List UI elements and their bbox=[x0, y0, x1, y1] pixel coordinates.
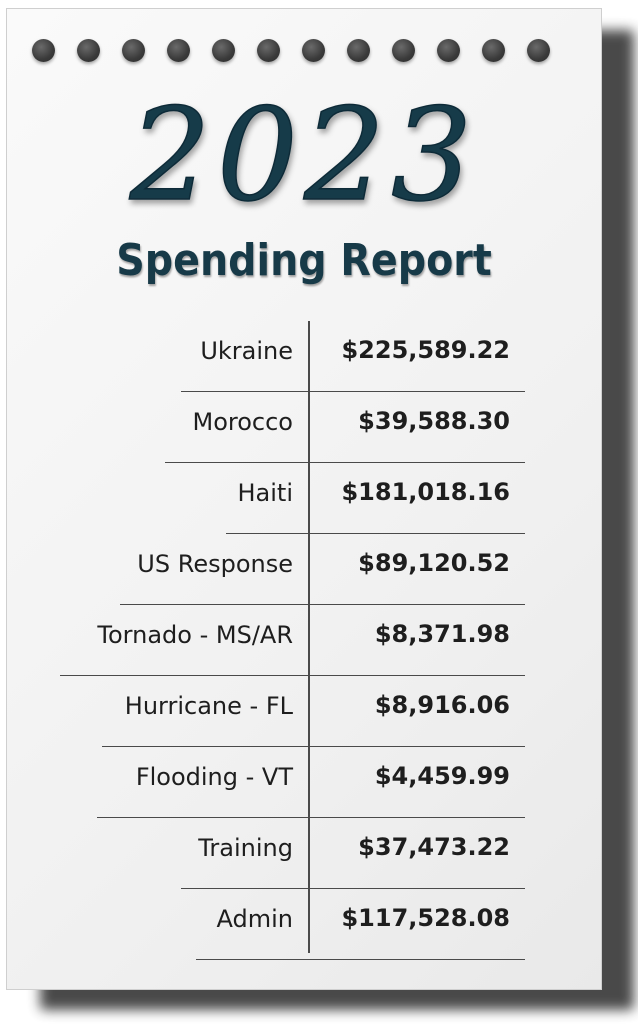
table-row: Hurricane - FL $8,916.06 bbox=[7, 676, 601, 747]
row-label: Hurricane - FL bbox=[124, 692, 293, 720]
row-divider bbox=[196, 958, 525, 960]
row-amount: $225,589.22 bbox=[341, 336, 510, 364]
row-amount: $8,916.06 bbox=[374, 691, 510, 719]
notepad-sheet: 2023 Spending Report Ukraine $225,589.22 M… bbox=[6, 8, 602, 990]
year-heading-svg: 2023 bbox=[128, 89, 479, 229]
row-label: Haiti bbox=[237, 479, 294, 507]
row-amount: $89,120.52 bbox=[358, 549, 510, 577]
row-label: Tornado - MS/AR bbox=[97, 621, 293, 649]
row-label: Training bbox=[198, 834, 293, 862]
row-amount: $39,588.30 bbox=[358, 407, 510, 435]
row-divider bbox=[165, 461, 525, 463]
row-divider bbox=[60, 674, 525, 676]
binding-hole bbox=[482, 39, 505, 62]
row-amount: $4,459.99 bbox=[374, 762, 510, 790]
binding-hole bbox=[302, 39, 325, 62]
year-text: 2023 bbox=[129, 89, 479, 229]
binding-hole bbox=[257, 39, 280, 62]
row-label: Morocco bbox=[192, 408, 294, 436]
binding-hole bbox=[527, 39, 550, 62]
binding-hole bbox=[77, 39, 100, 62]
table-row: Tornado - MS/AR $8,371.98 bbox=[7, 605, 601, 676]
row-label: Flooding - VT bbox=[135, 763, 293, 791]
binding-hole bbox=[347, 39, 370, 62]
table-row: Morocco $39,588.30 bbox=[7, 392, 601, 463]
binding-hole bbox=[437, 39, 460, 62]
binding-hole bbox=[212, 39, 235, 62]
row-label: Admin bbox=[216, 905, 294, 933]
row-divider bbox=[181, 390, 525, 392]
table-row: Admin $117,528.08 bbox=[7, 889, 601, 960]
table-row: Training $37,473.22 bbox=[7, 818, 601, 889]
binding-hole bbox=[392, 39, 415, 62]
table-row: Haiti $181,018.16 bbox=[7, 463, 601, 534]
row-divider bbox=[97, 816, 525, 818]
row-amount: $8,371.98 bbox=[374, 620, 510, 648]
column-divider bbox=[308, 321, 310, 953]
row-divider bbox=[102, 745, 525, 747]
spending-table: Ukraine $225,589.22 Morocco $39,588.30 Haiti… bbox=[7, 321, 601, 960]
row-label: Ukraine bbox=[200, 337, 293, 365]
table-row: Ukraine $225,589.22 bbox=[7, 321, 601, 392]
binding-hole bbox=[122, 39, 145, 62]
binding-hole bbox=[32, 39, 55, 62]
row-amount: $117,528.08 bbox=[341, 904, 510, 932]
report-title: Spending Report bbox=[116, 235, 492, 286]
row-amount: $181,018.16 bbox=[341, 478, 510, 506]
row-divider bbox=[226, 532, 525, 534]
binding-hole bbox=[167, 39, 190, 62]
row-amount: $37,473.22 bbox=[358, 833, 510, 861]
row-divider bbox=[181, 887, 525, 889]
row-divider bbox=[120, 603, 525, 605]
year-heading: 2023 bbox=[7, 89, 601, 229]
row-label: US Response bbox=[137, 550, 293, 578]
table-row: Flooding - VT $4,459.99 bbox=[7, 747, 601, 818]
table-row: US Response $89,120.52 bbox=[7, 534, 601, 605]
binding-holes bbox=[7, 39, 601, 65]
